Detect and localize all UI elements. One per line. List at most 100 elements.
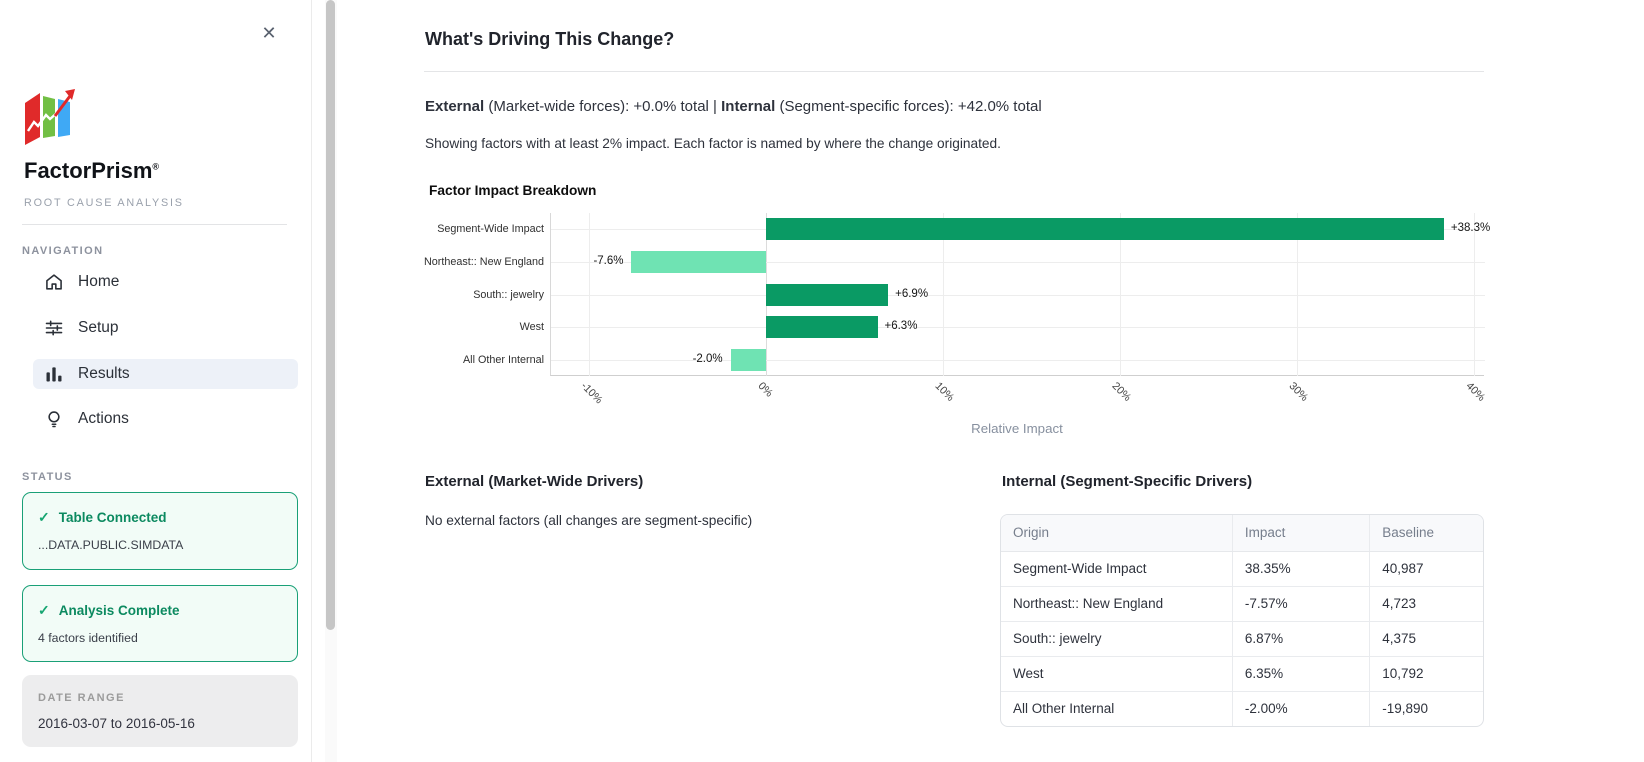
factor-impact-plot: -10% 0% 10% 20% 30% 40% +38.3% -7.6% +6.9% +6.3% -… <box>550 213 1490 406</box>
bar-value-label: +38.3% <box>1450 222 1491 235</box>
internal-total-value: (Segment-specific forces): +42.0% total <box>775 98 1042 115</box>
date-range-label: DATE RANGE <box>38 692 125 704</box>
table-row: Segment-Wide Impact 38.35% 40,987 <box>1001 551 1483 587</box>
internal-total-label: Internal <box>721 98 776 115</box>
status-card-analysis-complete: ✓ Analysis Complete 4 factors identified <box>22 585 298 662</box>
y-gridline <box>551 327 1485 329</box>
chart-title: Factor Impact Breakdown <box>429 183 597 198</box>
status-card-subtitle: 4 factors identified <box>38 631 138 645</box>
close-icon[interactable]: ✕ <box>254 18 284 48</box>
status-heading: STATUS <box>22 471 73 483</box>
table-cell: West <box>1001 656 1233 692</box>
external-drivers-empty: No external factors (all changes are seg… <box>425 513 753 528</box>
chart-bar[interactable] <box>766 283 889 306</box>
x-tick-label: 10% <box>932 380 957 404</box>
internal-drivers-title: Internal (Segment-Specific Drivers) <box>1002 473 1253 490</box>
x-tick-label: 30% <box>1286 380 1311 404</box>
sidebar-scrollbar-thumb[interactable] <box>326 0 335 630</box>
table-column-header: Impact <box>1232 515 1371 552</box>
sidebar-item-label: Results <box>78 365 130 382</box>
status-card-subtitle: ...DATA.PUBLIC.SIMDATA <box>38 538 184 552</box>
x-tick-label: -10% <box>578 380 605 407</box>
brand-tagline: ROOT CAUSE ANALYSIS <box>24 197 184 209</box>
factor-note: Showing factors with at least 2% impact.… <box>425 136 1001 151</box>
sidebar-item-label: Actions <box>78 410 129 427</box>
bar-chart-icon <box>46 367 62 382</box>
sidebar-item-results[interactable]: Results <box>33 359 298 389</box>
check-icon: ✓ <box>38 602 50 618</box>
registered-mark: ® <box>152 161 160 172</box>
date-range-card: DATE RANGE 2016-03-07 to 2016-05-16 <box>22 675 298 747</box>
bar-value-label: +6.9% <box>895 287 929 300</box>
table-cell: 4,375 <box>1369 621 1483 657</box>
y-category-label: West <box>519 321 544 334</box>
separator: | <box>708 98 722 115</box>
sidebar-item-label: Home <box>78 273 120 290</box>
table-cell: -19,890 <box>1382 701 1429 717</box>
x-tick-label: 20% <box>1109 380 1134 404</box>
chart-bar[interactable] <box>631 250 766 273</box>
table-row: West 6.35% 10,792 <box>1001 656 1483 692</box>
table-row: All Other Internal -2.00% -19,890 <box>1001 691 1483 726</box>
table-cell: 6.35% <box>1232 656 1371 692</box>
table-cell: Northeast:: New England <box>1001 586 1233 622</box>
table-cell: Segment-Wide Impact <box>1001 551 1233 587</box>
lightbulb-icon <box>48 411 60 428</box>
table-cell: 6.87% <box>1232 621 1371 657</box>
bar-value-label: -7.6% <box>593 254 624 267</box>
impact-summary: External (Market-wide forces): +0.0% tot… <box>425 98 1042 115</box>
brand-name: FactorPrism® <box>24 158 160 183</box>
table-row: Northeast:: New England -7.57% 4,723 <box>1001 586 1483 622</box>
table-cell: All Other Internal <box>1001 691 1233 726</box>
table-cell: South:: jewelry <box>1001 621 1233 657</box>
chart-bar[interactable] <box>766 316 878 339</box>
table-column-header: Origin <box>1001 515 1233 552</box>
x-tick-label: 0% <box>755 380 776 400</box>
table-cell: 38.35% <box>1232 551 1371 587</box>
bar-value-label: -2.0% <box>692 352 723 365</box>
table-cell: -2.00% <box>1232 691 1371 726</box>
y-category-label: South:: jewelry <box>473 288 544 301</box>
status-card-title: Table Connected <box>58 510 167 525</box>
divider <box>424 71 1484 72</box>
table-header-row: Origin Impact Baseline <box>1001 515 1483 552</box>
sliders-icon <box>45 320 63 336</box>
navigation-heading: NAVIGATION <box>22 245 104 257</box>
table-column-header: Baseline <box>1369 515 1483 552</box>
page-title: What's Driving This Change? <box>425 29 675 49</box>
factor-impact-chart: Factor Impact Breakdown Segment-Wide Imp… <box>424 183 1490 448</box>
y-gridline <box>551 294 1485 296</box>
chart-bar[interactable] <box>730 348 766 371</box>
table-cell: 4,723 <box>1369 586 1483 622</box>
sidebar-item-home[interactable]: Home <box>33 267 298 297</box>
sidebar-item-setup[interactable]: Setup <box>33 313 298 343</box>
factorprism-logo <box>25 89 75 145</box>
home-icon <box>46 274 62 290</box>
internal-drivers-table: Origin Impact Baseline Segment-Wide Impact… <box>1000 514 1484 727</box>
y-category-label: All Other Internal <box>462 353 544 366</box>
table-cell: -7.57% <box>1232 586 1371 622</box>
status-card-table-connected: ✓ Table Connected ...DATA.PUBLIC.SIMDATA <box>22 492 298 570</box>
status-card-title: Analysis Complete <box>58 603 180 618</box>
x-axis-title: Relative Impact <box>971 421 1063 436</box>
y-gridline <box>551 261 1485 263</box>
y-category-label: Northeast:: New England <box>423 255 544 268</box>
sidebar: ✕ FactorPrism® ROOT CAUSE ANALYSIS NAVIG… <box>0 0 312 762</box>
table-cell: 40,987 <box>1369 551 1483 587</box>
table-cell: 10,792 <box>1369 656 1483 692</box>
table-row: South:: jewelry 6.87% 4,375 <box>1001 621 1483 657</box>
y-category-label: Segment-Wide Impact <box>437 223 544 236</box>
external-drivers-title: External (Market-Wide Drivers) <box>425 473 644 490</box>
sidebar-item-label: Setup <box>78 319 119 336</box>
x-tick-label: 40% <box>1463 380 1488 404</box>
sidebar-item-actions[interactable]: Actions <box>33 404 298 434</box>
external-total-value: (Market-wide forces): +0.0% total <box>484 98 709 115</box>
bar-value-label: +6.3% <box>884 320 918 333</box>
sidebar-divider <box>22 224 287 225</box>
y-gridline <box>551 359 1485 361</box>
check-icon: ✓ <box>38 509 50 525</box>
external-total-label: External <box>425 98 485 115</box>
chart-bar[interactable] <box>766 218 1444 241</box>
date-range-value: 2016-03-07 to 2016-05-16 <box>38 716 195 731</box>
